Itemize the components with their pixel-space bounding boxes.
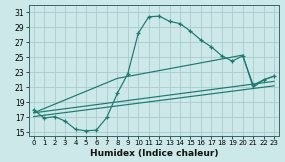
X-axis label: Humidex (Indice chaleur): Humidex (Indice chaleur) (90, 149, 218, 158)
